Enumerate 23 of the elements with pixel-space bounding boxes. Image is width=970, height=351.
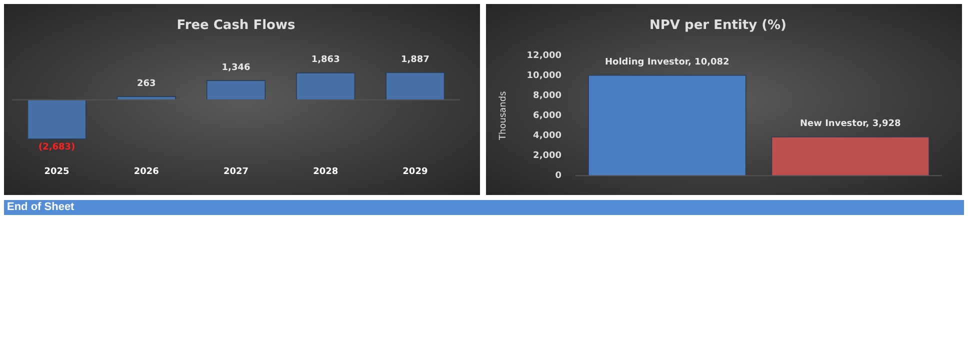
chart-title: NPV per Entity (%) [650,18,786,34]
y-tick-label: 6,000 [533,110,562,121]
data-label: (2,683) [38,142,76,152]
y-tick-label: 2,000 [533,150,562,161]
data-label: New Investor, 3,928 [800,119,901,130]
y-tick-label: 12,000 [526,50,562,61]
y-tick-label: 8,000 [533,90,562,101]
x-tick-label: 2025 [44,166,70,177]
data-label: 1,887 [400,54,430,65]
y-tick-label: 4,000 [533,130,562,141]
y-tick-label: 0 [555,170,562,181]
x-tick-label: 2029 [402,166,428,177]
chart-title: Free Cash Flows [176,18,296,34]
text: End of Sheet [4,200,964,215]
data-label: Holding Investor, 10,082 [605,58,730,68]
x-tick-label: 2027 [223,166,249,177]
y-tick-label: 10,000 [526,70,562,81]
x-tick-label: 2028 [313,166,338,177]
y-axis-title: Thousands [498,90,509,141]
data-label: 263 [137,78,156,89]
data-label: 1,346 [222,62,250,73]
x-tick-label: 2026 [134,166,159,177]
data-label: 1,863 [311,55,340,66]
